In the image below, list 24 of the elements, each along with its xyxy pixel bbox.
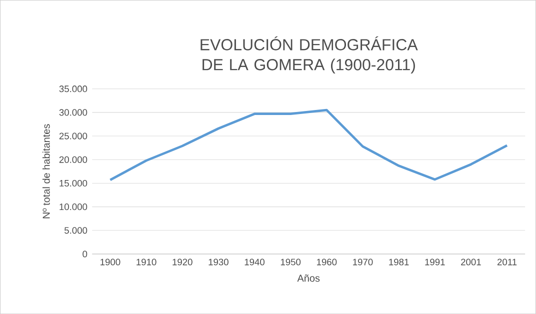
line-series (109, 108, 508, 182)
x-tick-label: 1940 (244, 258, 265, 266)
y-tick-label: 5.000 (64, 227, 88, 234)
y-tick-label: 10.000 (60, 203, 88, 210)
x-tick-label: 1920 (172, 258, 192, 266)
x-tick-label: 2011 (497, 258, 517, 266)
y-tick-label: 30.000 (59, 109, 88, 116)
x-tick-label: 1960 (317, 258, 337, 266)
y-tick-label: 25.000 (59, 132, 88, 140)
y-tick-label: 0 (82, 250, 88, 258)
x-tick-label: 1900 (100, 258, 120, 266)
x-tick-label: 2001 (461, 258, 481, 266)
y-tick-label: 35.000 (59, 85, 88, 92)
chart-title: EVOLUCIÓN DEMOGRÁFICA DE LA GOMERA (1900-2011) (200, 36, 418, 74)
y-tick-label: 15.000 (60, 180, 88, 186)
x-axis-title: Años (297, 274, 320, 282)
x-tick-label: 1930 (208, 258, 228, 266)
y-tick-label: 20.000 (59, 156, 88, 163)
x-tick-label: 1981 (389, 258, 409, 266)
x-tick-label: 1991 (425, 258, 445, 266)
x-tick-label: 1910 (136, 258, 156, 266)
y-axis-title: Nº total de habitantes (42, 124, 50, 218)
x-tick-label: 1950 (280, 258, 301, 266)
x-tick-label: 1970 (353, 258, 373, 266)
